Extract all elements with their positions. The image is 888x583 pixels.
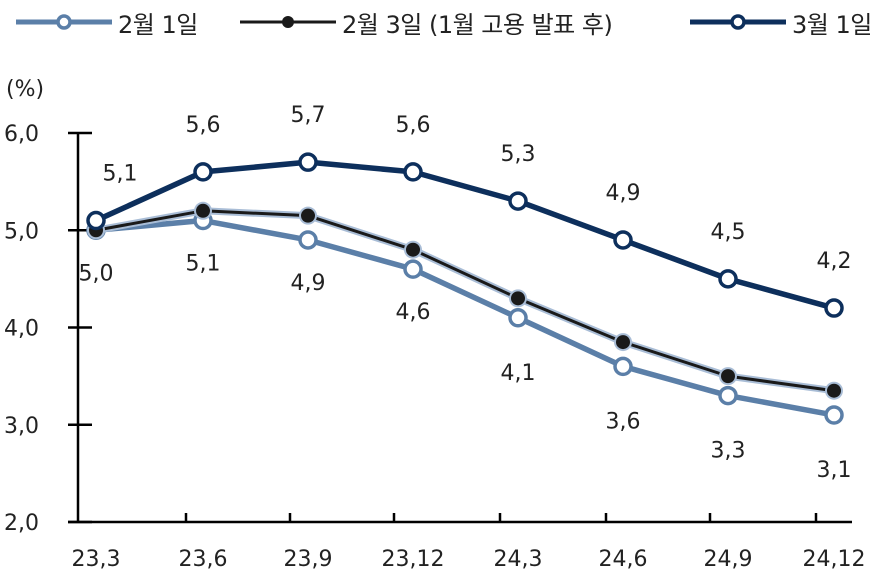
x-tick-label: 24,9 (704, 547, 753, 572)
data-point-marker (403, 259, 423, 279)
open-circle-marker-icon (16, 14, 112, 30)
y-tick-label: 2,0 (4, 511, 39, 536)
series-1 (87, 201, 843, 400)
x-tick-label: 23,3 (72, 547, 121, 572)
series-0 (86, 210, 844, 425)
data-label: 5,6 (186, 113, 221, 138)
data-label: 5,7 (291, 103, 326, 128)
data-point-marker (298, 152, 318, 172)
data-point-marker (298, 230, 318, 250)
filled-circle-marker-icon (240, 16, 336, 28)
data-point-marker (613, 356, 633, 377)
data-label: 4,9 (606, 181, 641, 206)
data-label: 4,1 (501, 361, 536, 386)
chart-series (86, 152, 844, 425)
data-label: 4,6 (396, 300, 431, 325)
legend-label: 3월 1일 (792, 10, 872, 39)
chart-data-labels: 5,0 5,1 4,9 4,6 4,1 3,6 3,3 3,1 5,1 5,6 5,7 5,6 5,3 4… (79, 103, 852, 483)
x-tick-label: 23,6 (179, 547, 228, 572)
data-point-marker (613, 230, 633, 250)
data-label: 5,3 (501, 142, 536, 167)
legend-label: 2월 1일 (118, 10, 198, 39)
x-tick-label: 24,3 (494, 547, 543, 572)
data-label: 4,5 (711, 220, 746, 245)
y-tick-label: 3,0 (4, 414, 39, 439)
chart-axes: 6,0 5,0 4,0 3,0 2,0 23,3 23,6 23,9 23,12 24,3 24,6… (4, 122, 865, 572)
y-tick-label: 4,0 (4, 317, 39, 342)
x-tick-label: 24,12 (803, 547, 866, 572)
legend-label: 2월 3일 (1월 고용 발표 후) (342, 10, 613, 39)
x-tick-label: 23,12 (382, 547, 445, 572)
data-label: 5,0 (79, 261, 114, 286)
data-point-marker (403, 162, 423, 182)
legend-item-feb3: 2월 3일 (1월 고용 발표 후) (238, 4, 613, 40)
data-label: 3,3 (711, 439, 746, 464)
data-point-marker (508, 308, 528, 328)
data-point-marker (508, 191, 528, 211)
series-2 (86, 152, 844, 318)
data-label: 4,9 (291, 271, 326, 296)
y-tick-label: 5,0 (4, 219, 39, 244)
legend-item-feb1: 2월 1일 (14, 4, 198, 40)
data-point-marker (193, 162, 213, 182)
x-tick-label: 24,6 (599, 547, 648, 572)
data-label: 5,1 (186, 252, 221, 277)
data-point-marker (86, 210, 106, 231)
data-label: 4,2 (817, 249, 852, 274)
y-axis-unit: (%) (6, 77, 44, 102)
y-tick-label: 6,0 (4, 122, 39, 147)
data-label: 5,6 (396, 113, 431, 138)
data-point-marker (718, 269, 738, 289)
legend-item-mar1: 3월 1일 (688, 4, 872, 40)
x-tick-label: 23,9 (284, 547, 333, 572)
data-label: 5,1 (103, 162, 138, 187)
data-label: 3,1 (817, 458, 852, 483)
data-point-marker (824, 405, 844, 425)
open-circle-marker-icon (690, 14, 786, 30)
data-point-marker (718, 385, 738, 406)
data-label: 3,6 (606, 409, 641, 434)
chart-legend: 2월 1일 2월 3일 (1월 고용 발표 후) 3월 1일 (0, 4, 888, 40)
data-point-marker (824, 298, 844, 318)
